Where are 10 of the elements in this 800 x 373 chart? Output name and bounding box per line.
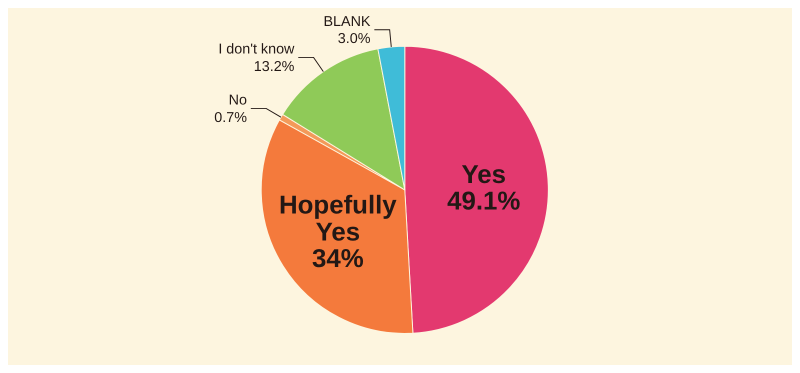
data-label: 3.0% [338, 31, 371, 48]
data-label: 13.2% [254, 58, 295, 75]
slice-label: Yes [461, 160, 506, 189]
data-label: 0.7% [214, 110, 248, 126]
slice-label: No [228, 92, 247, 109]
data-label: 34% [312, 245, 364, 274]
slice-label: I don't know [218, 42, 296, 58]
slice-label: BLANK [323, 14, 371, 30]
slice-label: Hopefully Yes [279, 192, 398, 246]
data-label: 49.1% [447, 188, 520, 216]
